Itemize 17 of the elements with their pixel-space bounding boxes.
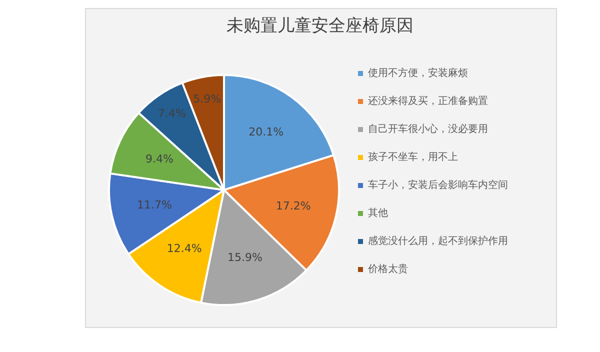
legend-label: 使用不方便，安装麻烦 [368,66,468,80]
data-label: 17.2% [276,199,311,212]
data-label: 5.9% [193,92,222,106]
legend-label: 车子小，安装后会影响车内空间 [368,178,508,192]
legend-label: 自己开车很小心，没必要用 [368,122,488,136]
legend-label: 还没来得及买，正准备购置 [368,94,488,108]
legend-label: 感觉没什么用，起不到保护作用 [368,234,508,248]
legend-label: 孩子不坐车，用不上 [368,150,458,164]
data-label: 11.7% [136,198,172,212]
data-label: 7.4% [158,107,186,120]
data-label: 20.1% [248,125,284,138]
chart-title: 未购置儿童安全座椅原因 [226,15,414,37]
legend-label: 价格太贵 [368,262,408,276]
data-label: 15.9% [227,251,262,264]
legend-label: 其他 [368,206,388,220]
data-label: 12.4% [166,242,202,256]
data-label: 9.4% [146,152,174,166]
